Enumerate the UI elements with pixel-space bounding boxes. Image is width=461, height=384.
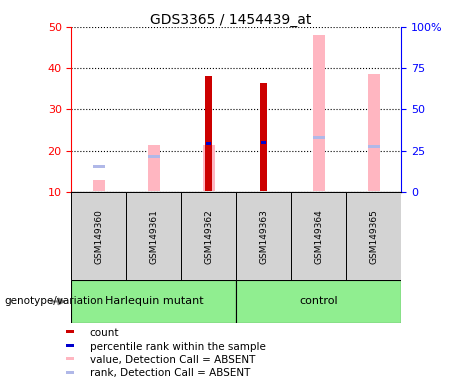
Text: GSM149365: GSM149365 <box>369 209 378 263</box>
Bar <box>346 192 401 280</box>
Text: GSM149364: GSM149364 <box>314 209 323 263</box>
Bar <box>260 83 267 191</box>
Bar <box>71 280 236 323</box>
Bar <box>66 371 74 374</box>
Text: GSM149362: GSM149362 <box>204 209 213 263</box>
Text: rank, Detection Call = ABSENT: rank, Detection Call = ABSENT <box>89 368 250 379</box>
Bar <box>236 192 291 280</box>
Bar <box>313 35 325 191</box>
Bar <box>66 330 74 333</box>
Bar <box>66 357 74 360</box>
Bar <box>367 146 380 148</box>
Text: control: control <box>299 296 338 306</box>
Bar <box>205 76 213 191</box>
Text: GDS3365 / 1454439_at: GDS3365 / 1454439_at <box>150 13 311 27</box>
Bar <box>261 141 266 144</box>
Text: value, Detection Call = ABSENT: value, Detection Call = ABSENT <box>89 355 255 365</box>
Text: GSM149360: GSM149360 <box>95 209 103 263</box>
Bar <box>181 192 236 280</box>
Bar <box>236 280 401 323</box>
Text: GSM149361: GSM149361 <box>149 209 159 263</box>
Bar <box>291 192 346 280</box>
Bar <box>71 192 126 280</box>
Text: Harlequin mutant: Harlequin mutant <box>105 296 203 306</box>
Bar <box>126 192 181 280</box>
Bar <box>148 144 160 191</box>
Bar <box>66 344 74 347</box>
Bar <box>207 142 211 145</box>
Text: GSM149363: GSM149363 <box>259 209 268 263</box>
Bar <box>367 74 380 191</box>
Text: count: count <box>89 328 119 338</box>
Text: percentile rank within the sample: percentile rank within the sample <box>89 341 266 352</box>
Bar <box>93 180 105 191</box>
Bar <box>313 136 325 139</box>
Bar <box>148 155 160 158</box>
Bar <box>203 144 215 191</box>
Bar <box>93 165 105 168</box>
Text: genotype/variation: genotype/variation <box>5 296 104 306</box>
